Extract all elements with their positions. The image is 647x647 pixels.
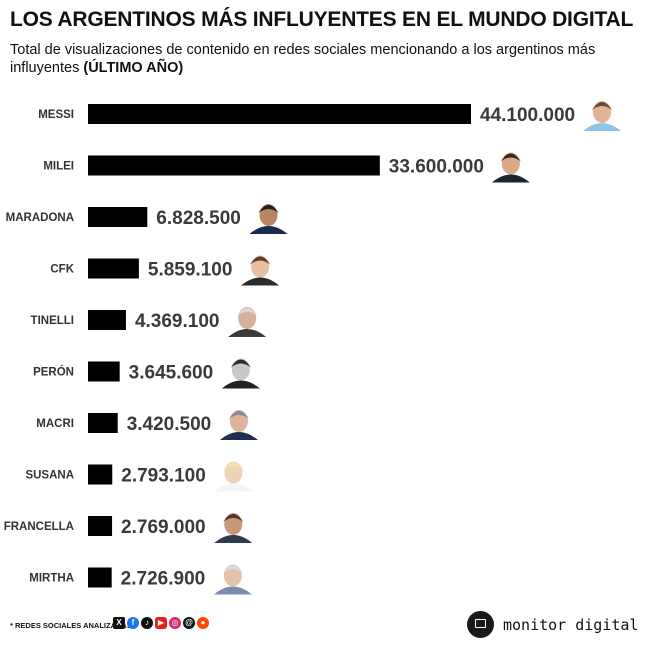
value-label: 3.420.500 — [127, 414, 212, 435]
bar — [88, 310, 126, 330]
category-label: FRANCELLA — [4, 521, 74, 533]
value-label: 2.769.000 — [121, 517, 206, 538]
threads-icon: @ — [183, 617, 195, 629]
portrait-icon — [228, 307, 267, 337]
brand: monitor digital — [467, 611, 638, 638]
value-label: 2.793.100 — [121, 466, 206, 487]
portrait-icon — [213, 564, 252, 595]
category-label: CFK — [50, 264, 74, 276]
monitor-icon — [467, 611, 494, 638]
tiktok-icon: ♪ — [141, 617, 153, 629]
bar — [88, 567, 112, 588]
bar — [88, 207, 148, 227]
category-label: MIRTHA — [29, 573, 74, 585]
category-label: MESSI — [38, 109, 74, 121]
bar — [88, 361, 120, 382]
portrait-icon — [491, 152, 530, 183]
bar — [88, 155, 380, 176]
value-label: 44.100.000 — [480, 105, 575, 126]
portrait-icon — [241, 255, 280, 286]
portrait-icon — [583, 101, 621, 131]
category-label: MARADONA — [6, 212, 74, 224]
value-label: 3.645.600 — [129, 363, 214, 384]
category-label: TINELLI — [31, 315, 74, 327]
portrait-icon — [221, 358, 260, 389]
category-label: MILEI — [43, 161, 74, 173]
page-subtitle: Total de visualizaciones de contenido en… — [10, 41, 635, 77]
facebook-icon: f — [127, 617, 139, 629]
value-label: 4.369.100 — [135, 311, 220, 332]
bar — [88, 258, 139, 279]
bar — [88, 104, 471, 124]
portrait-icon — [249, 204, 288, 234]
subtitle-bold: (ÚLTIMO AÑO) — [83, 60, 184, 76]
portrait-icon — [214, 461, 253, 492]
x-icon: X — [113, 617, 125, 629]
portrait-icon — [219, 410, 258, 440]
portrait-icon — [214, 513, 253, 543]
brand-name: monitor digital — [503, 615, 639, 634]
category-label: MACRI — [36, 418, 74, 430]
bar — [88, 413, 118, 433]
value-label: 5.859.100 — [148, 260, 233, 281]
category-label: SUSANA — [25, 470, 74, 482]
youtube-icon: ▶ — [155, 617, 167, 629]
bar — [88, 464, 113, 485]
footer-note: * REDES SOCIALES ANALIZADAS — [10, 621, 132, 630]
value-label: 33.600.000 — [389, 157, 484, 178]
bar — [88, 516, 113, 536]
instagram-icon: ◎ — [169, 617, 181, 629]
subtitle-text: Total de visualizaciones de contenido en… — [10, 42, 596, 76]
category-label: PERÓN — [33, 366, 74, 379]
social-icons: X f ♪ ▶ ◎ @ ● — [113, 617, 209, 629]
value-label: 6.828.500 — [156, 208, 241, 229]
reddit-icon: ● — [197, 617, 209, 629]
page-title: LOS ARGENTINOS MÁS INFLUYENTES EN EL MUN… — [10, 8, 634, 31]
value-label: 2.726.900 — [121, 569, 206, 590]
